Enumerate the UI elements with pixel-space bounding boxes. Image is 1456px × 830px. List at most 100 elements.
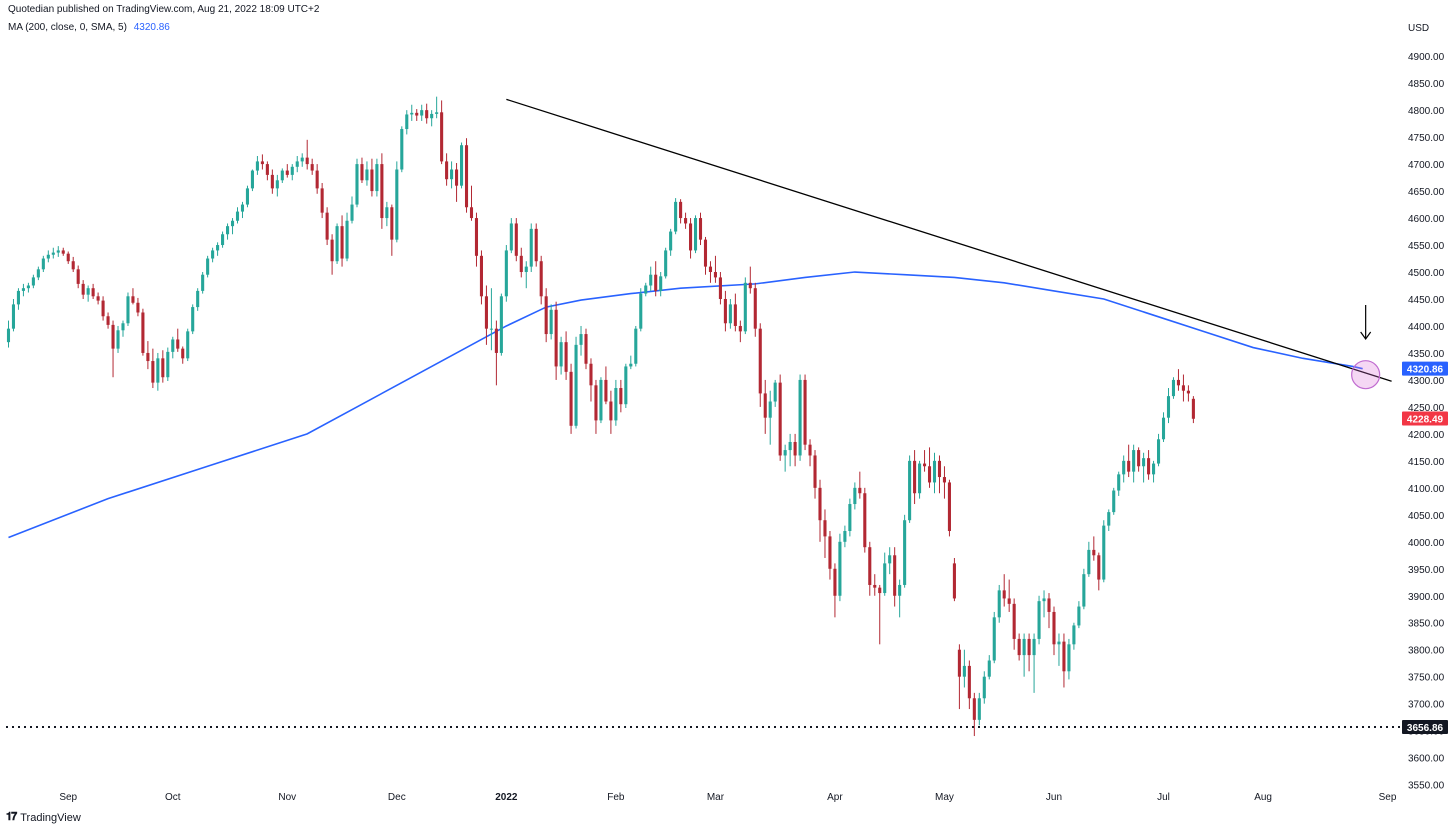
candle-body [519, 255, 523, 273]
candle-body [196, 290, 200, 308]
price-labels: 4320.86 4228.49 3656.86 [1402, 361, 1448, 734]
candle-body [584, 334, 588, 364]
candle-body [459, 145, 464, 186]
candle-body [141, 312, 145, 353]
candle-body [1117, 474, 1121, 491]
candle-body [534, 228, 538, 262]
y-tick-label: 4850.00 [1408, 79, 1445, 90]
candle-body [280, 170, 284, 181]
candle-body [6, 328, 11, 343]
candle-body [440, 112, 444, 162]
candle-body [838, 541, 842, 596]
candle [768, 390, 772, 445]
candle [26, 282, 30, 293]
price-label-bg [1402, 361, 1448, 376]
candle-body [330, 239, 334, 262]
candle [1062, 633, 1066, 688]
candle-body [494, 328, 498, 353]
candle-body [166, 351, 170, 378]
candle-body [1007, 598, 1011, 604]
candle [713, 255, 717, 283]
y-tick-label: 3950.00 [1408, 565, 1445, 576]
candle-body [275, 180, 279, 189]
candle [1161, 412, 1166, 442]
candle [923, 450, 927, 472]
candle-body [11, 304, 16, 329]
candle [459, 142, 464, 189]
candle [250, 169, 254, 192]
candle [464, 138, 469, 213]
candle-body [1166, 396, 1171, 418]
candle-body [484, 296, 488, 329]
candle-body [216, 245, 220, 251]
candle-body [325, 212, 329, 240]
candle-body [230, 220, 235, 227]
candle-body [430, 113, 434, 119]
highlight-circle [1351, 360, 1381, 390]
candle-body [375, 164, 379, 192]
candle [295, 156, 299, 173]
candle [967, 660, 971, 710]
x-tick-label: Oct [165, 792, 181, 803]
candle [131, 288, 135, 305]
x-tick-label: Jul [1157, 792, 1170, 803]
x-tick-label: Nov [278, 792, 296, 803]
y-tick-label: 4600.00 [1408, 214, 1445, 225]
candle-body [544, 296, 548, 335]
candle-body [883, 563, 887, 594]
candle [310, 158, 314, 175]
candle [679, 199, 683, 224]
candle-body [1102, 525, 1106, 580]
candle-body [116, 330, 120, 349]
candle [763, 379, 767, 434]
candle-body [1191, 398, 1195, 419]
candle-body [86, 288, 90, 295]
candle [1147, 450, 1151, 480]
ma-legend[interactable]: MA (200, close, 0, SMA, 5) 4320.86 [8, 22, 170, 33]
candle [818, 479, 822, 542]
candle [385, 201, 389, 227]
candle-body [763, 393, 767, 418]
candle-body [778, 382, 782, 456]
candle [484, 285, 488, 345]
candle-body [1042, 598, 1046, 602]
candle-body [947, 482, 951, 532]
candle-body [848, 504, 852, 532]
candle [315, 164, 319, 194]
candle-body [768, 401, 772, 418]
candle-body [813, 455, 817, 488]
candle-body [1152, 463, 1156, 475]
candle [773, 379, 777, 407]
candle [71, 256, 75, 273]
candle-body [400, 129, 404, 170]
candle [1122, 455, 1126, 483]
candle-body [679, 201, 683, 219]
y-tick-label: 3600.00 [1408, 754, 1445, 765]
candle-body [918, 463, 922, 494]
candle-body [639, 293, 643, 329]
ma200-line [8, 271, 1363, 539]
candle-body [1142, 458, 1146, 467]
candle [1181, 374, 1185, 402]
y-tick-label: 3850.00 [1408, 619, 1445, 630]
candle [1007, 579, 1011, 612]
candle-body [350, 204, 354, 221]
candle-body [654, 274, 658, 291]
candle [828, 531, 832, 580]
candle [400, 126, 404, 173]
candle [390, 204, 394, 256]
candle [669, 228, 673, 256]
candle-body [952, 563, 956, 599]
candle [91, 283, 95, 299]
candle [116, 325, 120, 353]
candle [893, 547, 897, 607]
candle [300, 153, 304, 167]
candle-body [923, 463, 927, 467]
candle-body [674, 201, 678, 232]
candle [843, 525, 847, 548]
candle-body [624, 366, 628, 405]
candle [992, 611, 996, 664]
candle [942, 466, 947, 499]
candle [918, 460, 922, 499]
